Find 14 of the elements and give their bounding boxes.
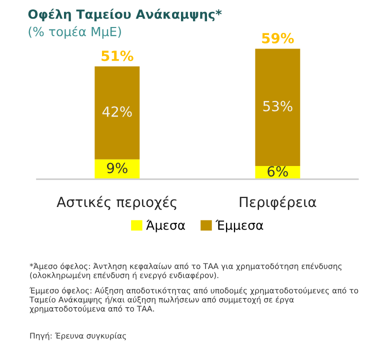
legend-label: Έμμεσα <box>215 220 264 232</box>
data-label: 42% <box>102 106 132 117</box>
total-label: 59% <box>262 32 294 44</box>
x-tick-label: Περιφέρεια <box>240 196 316 210</box>
legend-label: Άμεσα <box>146 220 186 232</box>
chart-title: Οφέλη Ταμείου Ανάκαμψης* <box>28 8 222 22</box>
total-label: 51% <box>102 50 134 62</box>
bar <box>255 48 300 166</box>
chart-subtitle: (% τομέα ΜμΕ) <box>28 26 121 39</box>
data-label: 6% <box>268 166 288 177</box>
data-label: 9% <box>107 162 128 174</box>
bar <box>94 66 140 160</box>
x-tick-label: Αστικές περιοχές <box>56 196 176 210</box>
data-label: 53% <box>263 100 292 112</box>
